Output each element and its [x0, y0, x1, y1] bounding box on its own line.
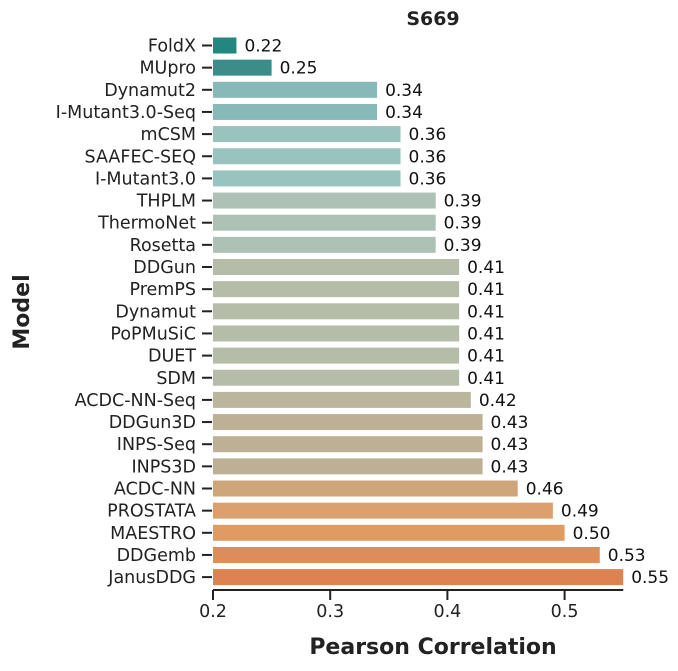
y-tick-label: INPS-Seq: [117, 435, 196, 455]
y-tick-label: MUpro: [139, 59, 196, 79]
y-tick-label: Dynamut: [115, 302, 196, 322]
bar: [213, 303, 460, 320]
chart-title: S669: [406, 8, 459, 30]
y-tick-label: MAESTRO: [110, 524, 196, 544]
value-label: 0.41: [467, 258, 505, 278]
value-label: 0.49: [561, 502, 599, 522]
bar: [213, 126, 401, 143]
value-label: 0.41: [467, 324, 505, 344]
y-tick-label: PoPMuSiC: [110, 324, 196, 344]
value-label: 0.41: [467, 369, 505, 389]
value-label: 0.34: [385, 81, 423, 101]
value-label: 0.39: [444, 236, 482, 256]
x-tick-label: 0.4: [433, 602, 461, 622]
bar: [213, 369, 460, 386]
x-tick-label: 0.3: [316, 602, 344, 622]
x-tick-label: 0.5: [551, 602, 579, 622]
value-label: 0.22: [244, 37, 282, 57]
bar: [213, 192, 436, 209]
bar: [213, 281, 460, 298]
y-axis-label: Model: [10, 274, 35, 349]
x-tick-label: 0.2: [199, 602, 227, 622]
y-tick-label: THPLM: [136, 192, 196, 212]
value-label: 0.25: [280, 59, 318, 79]
y-tick-label: PremPS: [129, 280, 196, 300]
value-label: 0.39: [444, 214, 482, 234]
y-tick-label: PROSTATA: [107, 502, 196, 522]
value-label: 0.41: [467, 347, 505, 367]
y-tick-label: Dynamut2: [104, 81, 196, 101]
bar: [213, 502, 553, 519]
value-label: 0.46: [526, 480, 564, 500]
y-tick-label: Rosetta: [130, 236, 196, 256]
y-tick-label: ThermoNet: [97, 214, 196, 234]
bar: [213, 569, 624, 586]
y-tick-label: DUET: [148, 347, 196, 367]
value-label: 0.42: [479, 391, 517, 411]
bar: [213, 524, 565, 541]
value-label: 0.34: [385, 103, 423, 123]
bar: [213, 170, 401, 187]
bar: [213, 103, 378, 120]
y-tick-label: DDGemb: [117, 546, 196, 566]
y-tick-label: I-Mutant3.0-Seq: [56, 103, 196, 123]
value-label: 0.43: [491, 413, 529, 433]
value-label: 0.43: [491, 457, 529, 477]
y-tick-label: ACDC-NN-Seq: [75, 391, 196, 411]
y-tick-label: JanusDDG: [107, 568, 196, 588]
y-tick-labels: FoldXMUproDynamut2I-Mutant3.0-SeqmCSMSAA…: [56, 37, 197, 589]
value-label: 0.39: [444, 192, 482, 212]
y-tick-marks: [202, 44, 212, 579]
value-label: 0.36: [409, 125, 447, 145]
y-tick-label: ACDC-NN: [114, 480, 196, 500]
y-tick-label: mCSM: [141, 125, 196, 145]
y-tick-label: DDGun: [133, 258, 196, 278]
value-label: 0.50: [573, 524, 611, 544]
value-label: 0.43: [491, 435, 529, 455]
value-label: 0.55: [631, 568, 669, 588]
value-label: 0.53: [608, 546, 646, 566]
bar: [213, 236, 436, 253]
value-label: 0.36: [409, 169, 447, 189]
y-tick-label: DDGun3D: [109, 413, 196, 433]
bar: [213, 458, 483, 475]
x-axis-label: Pearson Correlation: [309, 635, 556, 660]
bar: [213, 414, 483, 431]
y-tick-label: SDM: [156, 369, 196, 389]
bars-group: [213, 37, 624, 586]
value-label: 0.41: [467, 302, 505, 322]
y-tick-label: I-Mutant3.0: [95, 169, 196, 189]
value-labels: 0.220.250.340.340.360.360.360.390.390.39…: [244, 37, 669, 589]
value-label: 0.36: [409, 147, 447, 167]
bar: [213, 347, 460, 364]
bar: [213, 391, 471, 408]
bar: [213, 148, 401, 165]
bar: [213, 436, 483, 453]
bar: [213, 480, 518, 497]
bar: [213, 59, 272, 76]
y-tick-label: FoldX: [148, 37, 196, 57]
y-tick-label: SAAFEC-SEQ: [85, 147, 196, 167]
x-axis: 0.2 0.3 0.4 0.5: [199, 589, 624, 622]
bar: [213, 81, 378, 98]
value-label: 0.41: [467, 280, 505, 300]
bar: [213, 259, 460, 275]
bar: [213, 214, 436, 231]
y-tick-label: INPS3D: [131, 457, 196, 477]
bar: [213, 546, 600, 563]
bar: [213, 37, 237, 54]
bar: [213, 325, 460, 342]
